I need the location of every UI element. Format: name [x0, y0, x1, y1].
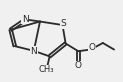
Text: S: S: [61, 20, 66, 28]
Text: N: N: [22, 15, 29, 24]
Text: N: N: [31, 47, 37, 56]
Text: O: O: [88, 43, 95, 52]
Text: CH₃: CH₃: [39, 65, 54, 74]
Text: O: O: [75, 61, 82, 70]
